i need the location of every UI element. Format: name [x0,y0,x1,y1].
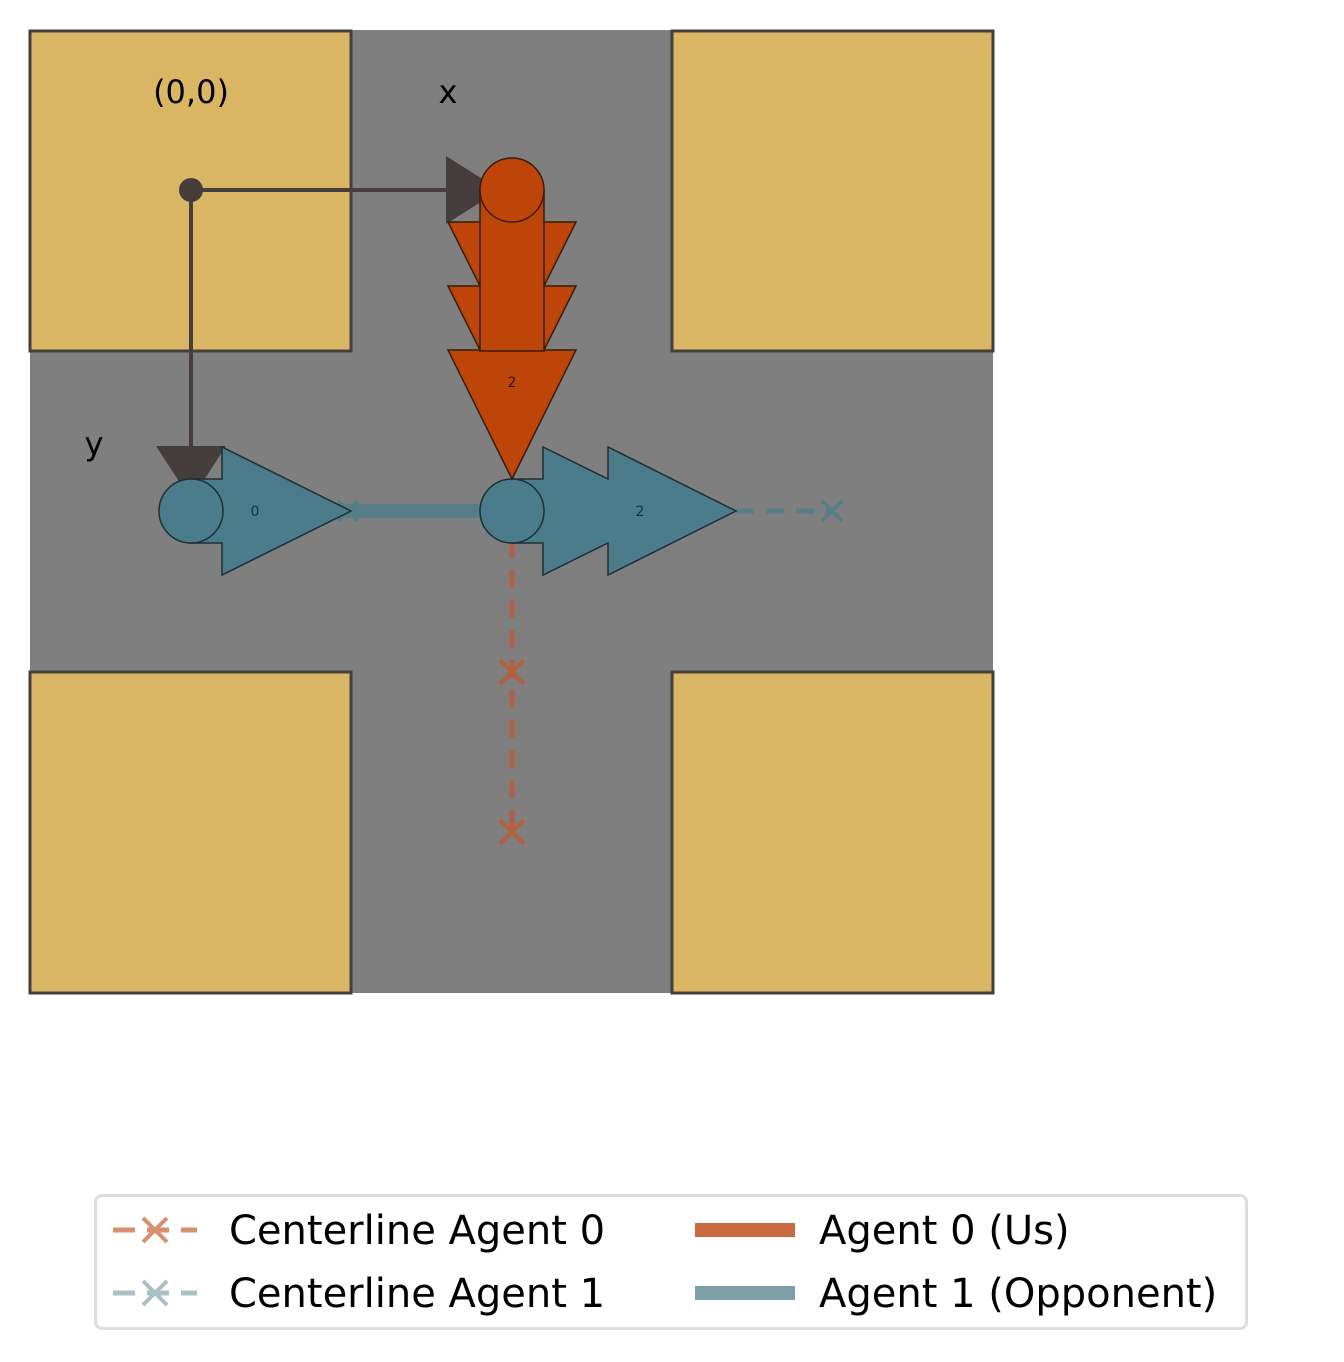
centerline-agent0 [498,540,526,846]
centerline-agent0-marker [498,818,526,846]
agent0 [446,157,578,481]
x-axis-label: x [439,73,458,111]
legend-label-centerline-agent1: Centerline Agent 1 [229,1271,606,1317]
agent1-current-body [479,478,545,544]
x-axis-arrowhead [446,156,500,224]
legend-swatch-agent1 [695,1286,795,1300]
legend-label-agent1: Agent 1 (Opponent) [819,1271,1218,1317]
y-axis-arrowhead [156,446,226,500]
centerline-agent1 [736,499,844,523]
agent1-start-id-label: 0 [251,504,260,520]
legend-swatch-centerline-agent0 [113,1216,197,1244]
origin-dot [179,178,203,202]
legend-label-centerline-agent0: Centerline Agent 0 [229,1208,606,1254]
agent0-shaft [479,189,545,352]
legend: Centerline Agent 0 Centerline Agent 1 Ag… [94,1194,1248,1330]
legend-swatch-agent0 [695,1223,795,1237]
axes [156,156,500,500]
block-bottom-right [670,670,995,995]
agent1-start [158,445,353,577]
origin-label: (0,0) [153,73,229,111]
agent1-current-id-label: 2 [636,504,645,520]
legend-label-agent0: Agent 0 (Us) [819,1208,1070,1254]
agent0-body [479,157,545,223]
agent1-start-body [158,478,224,544]
agent1-current-arrow [511,445,738,577]
legend-swatch-centerline-agent1 [113,1279,197,1307]
agent1-trail [336,499,490,523]
centerline-agent1-marker [820,499,844,523]
block-bottom-left [28,670,353,995]
block-top-right [670,29,995,353]
legend-swatches [113,1216,795,1307]
agent0-id-label: 2 [508,375,517,391]
y-axis-label: y [85,425,104,463]
centerline-agent0-marker [498,658,526,686]
